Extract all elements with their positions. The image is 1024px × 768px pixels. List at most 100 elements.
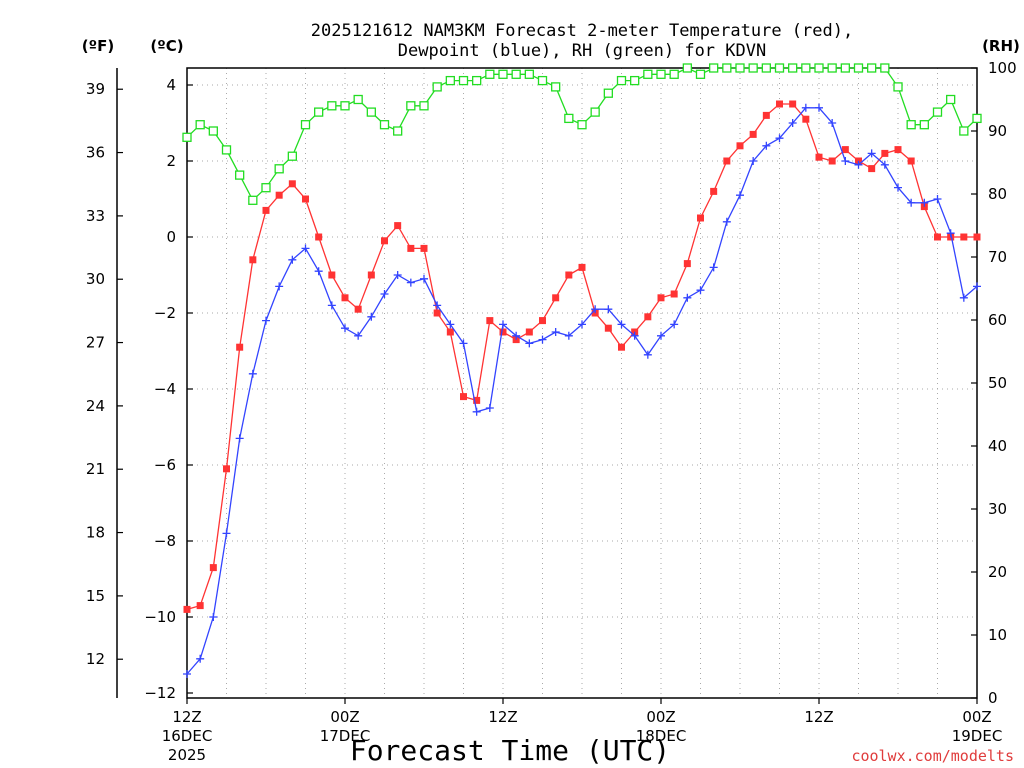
dewpoint-point bbox=[670, 320, 679, 329]
temperature-point bbox=[815, 153, 823, 161]
celsius-tick-label: −2 bbox=[154, 304, 176, 322]
temperature-point bbox=[394, 222, 402, 230]
rh-point bbox=[379, 120, 390, 130]
dewpoint-point bbox=[933, 195, 942, 203]
rh-point bbox=[656, 69, 666, 79]
dewpoint-point bbox=[959, 293, 968, 302]
dewpoint-point bbox=[564, 331, 573, 340]
data-series bbox=[182, 63, 982, 678]
dewpoint-point bbox=[459, 339, 468, 348]
grid-lines bbox=[187, 68, 977, 698]
rh-point bbox=[406, 101, 416, 111]
temperature-point bbox=[802, 115, 810, 123]
dewpoint-point bbox=[393, 271, 402, 279]
chart-title-line1: 2025121612 NAM3KM Forecast 2-meter Tempe… bbox=[311, 21, 853, 41]
dewpoint-point bbox=[499, 320, 507, 329]
rh-point bbox=[682, 63, 692, 73]
dewpoint-point bbox=[196, 654, 205, 663]
dewpoint-point bbox=[604, 305, 613, 314]
dewpoint-point bbox=[894, 183, 902, 192]
date-tick-label: 18DEC bbox=[636, 727, 687, 745]
rh-point bbox=[577, 120, 587, 130]
temperature-point bbox=[433, 309, 441, 317]
rh-point bbox=[261, 183, 271, 193]
rh-point bbox=[353, 94, 363, 105]
temperature-point bbox=[262, 206, 270, 214]
dewpoint-point bbox=[248, 369, 257, 378]
rh-point bbox=[643, 69, 653, 79]
rh-line bbox=[186, 67, 978, 202]
dewpoint-point bbox=[433, 301, 442, 310]
temperature-point bbox=[683, 260, 691, 268]
dewpoint-point bbox=[617, 320, 626, 329]
dewpoint-point bbox=[591, 305, 600, 314]
dewpoint-point bbox=[288, 255, 297, 264]
rh-point bbox=[748, 63, 758, 73]
dewpoint-point bbox=[446, 320, 455, 329]
temperature-point bbox=[223, 465, 230, 473]
temperature-point bbox=[407, 244, 415, 252]
rh-point bbox=[274, 164, 284, 174]
temperature-point bbox=[420, 244, 428, 252]
dewpoint-point bbox=[525, 339, 534, 348]
date-tick-label: 17DEC bbox=[320, 727, 371, 745]
rh-point bbox=[327, 101, 337, 111]
temperature-point bbox=[499, 328, 507, 336]
dewpoint-point bbox=[828, 119, 837, 127]
rh-point bbox=[893, 82, 903, 92]
rh-point bbox=[695, 69, 706, 79]
rh-point bbox=[590, 107, 600, 117]
rh-point bbox=[616, 75, 627, 86]
dewpoint-point bbox=[709, 263, 718, 272]
celsius-tick-label: −10 bbox=[144, 608, 176, 626]
temperature-point bbox=[249, 256, 257, 264]
temperature-point bbox=[209, 564, 217, 572]
rh-point bbox=[959, 126, 969, 136]
date-tick-label: 19DEC bbox=[952, 727, 1003, 745]
rh-point bbox=[221, 145, 232, 155]
celsius-tick-label: −8 bbox=[154, 532, 176, 550]
rh-point bbox=[393, 126, 403, 136]
temperature-point bbox=[697, 214, 704, 222]
dewpoint-point bbox=[973, 282, 981, 291]
temperature-point bbox=[670, 290, 678, 298]
fahrenheit-tick-label: 33 bbox=[86, 207, 105, 225]
fahrenheit-tick-label: 12 bbox=[86, 650, 105, 668]
temperature-point bbox=[789, 100, 797, 108]
dewpoint-point bbox=[696, 286, 705, 295]
temperature-point bbox=[841, 146, 849, 154]
rh-tick-label: 30 bbox=[988, 500, 1007, 518]
dewpoint-point bbox=[920, 198, 929, 207]
rh-tick-label: 40 bbox=[988, 437, 1007, 455]
rh-point bbox=[801, 63, 811, 73]
rh-point bbox=[867, 63, 877, 73]
dewpoint-point bbox=[314, 267, 323, 276]
temperature-point bbox=[381, 237, 388, 245]
dewpoint-point bbox=[788, 119, 797, 127]
temperature-point bbox=[183, 605, 191, 613]
temperature-point bbox=[552, 294, 560, 302]
rh-point bbox=[472, 75, 482, 86]
temperature-point bbox=[868, 165, 876, 173]
temperature-point bbox=[473, 396, 481, 404]
rh-point bbox=[669, 69, 679, 79]
dewpoint-point bbox=[946, 229, 955, 238]
rh-point bbox=[182, 132, 192, 142]
chart-axes bbox=[116, 67, 978, 704]
rh-point bbox=[630, 75, 640, 86]
temperature-point bbox=[828, 157, 836, 165]
temperature-point bbox=[973, 233, 981, 241]
time-tick-label: 12Z bbox=[804, 708, 833, 726]
temperature-point bbox=[367, 271, 375, 279]
dewpoint-point bbox=[907, 198, 916, 207]
fahrenheit-tick-label: 15 bbox=[86, 587, 105, 605]
credit-link[interactable]: coolwx.com/modelts bbox=[851, 747, 1014, 765]
temperature-point bbox=[657, 294, 665, 302]
celsius-tick-label: 2 bbox=[166, 152, 176, 170]
temperature-point bbox=[288, 180, 296, 188]
rh-tick-label: 10 bbox=[988, 626, 1007, 644]
rh-point bbox=[735, 63, 745, 73]
rh-point bbox=[551, 82, 561, 92]
date-tick-label: 16DEC bbox=[162, 727, 213, 745]
time-tick-label: 12Z bbox=[488, 708, 517, 726]
